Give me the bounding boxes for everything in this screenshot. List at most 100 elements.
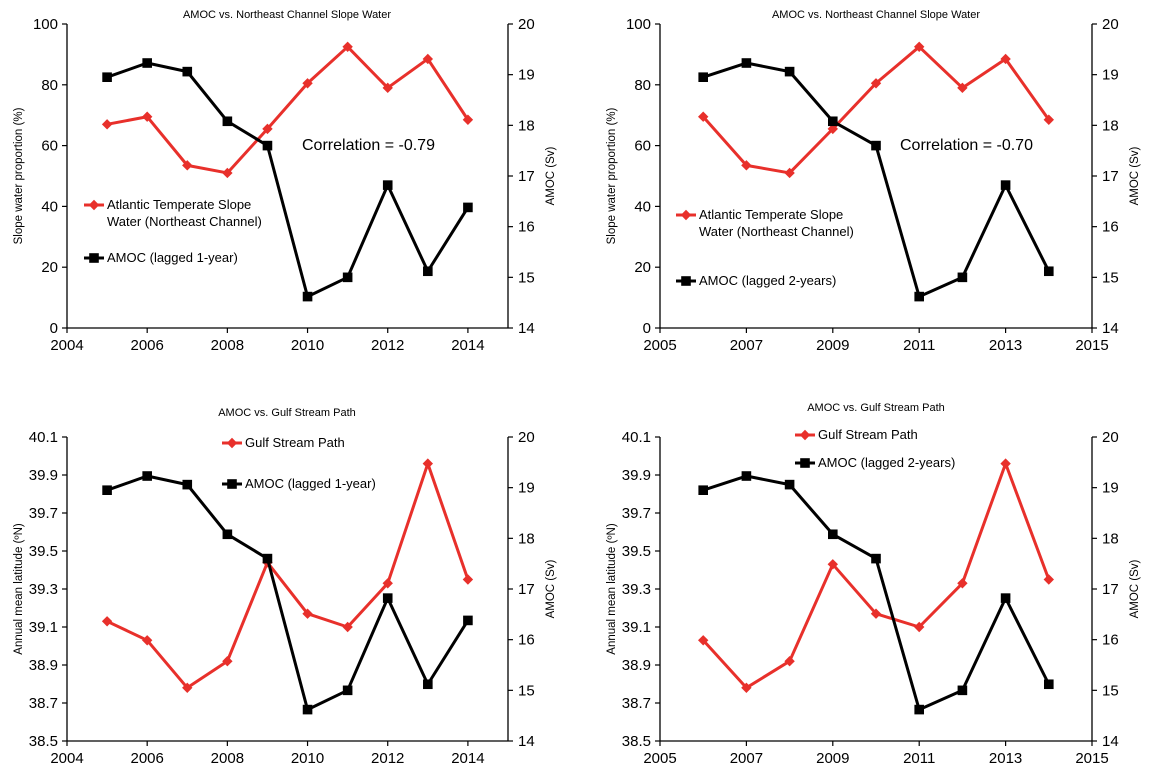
y-axis-label-right: AMOC (Sv) [1129, 559, 1141, 618]
legend-label: Gulf Stream Path [818, 427, 918, 442]
y-tick-label-left: 39.1 [29, 619, 58, 636]
y-tick-label-left: 38.5 [29, 733, 58, 750]
data-point-series-1 [698, 635, 709, 646]
y-axis-label-left: Annual mean latitude (ºN) [606, 523, 618, 655]
chart-title: AMOC vs. Northeast Channel Slope Water [183, 9, 391, 21]
data-point-series-2 [222, 529, 233, 540]
y-tick-label-left: 60 [41, 138, 58, 155]
y-tick-label-left: 100 [626, 16, 651, 33]
y-tick-label-right: 19 [1102, 67, 1119, 84]
data-point-series-2 [828, 116, 838, 127]
data-point-series-2 [102, 72, 112, 82]
data-point-series-1 [914, 621, 925, 633]
y-axis-label-left: Annual mean latitude (ºN) [13, 523, 25, 655]
data-point-series-2 [463, 615, 473, 626]
y-tick-label-right: 15 [518, 682, 535, 699]
y-axis-label-right: AMOC (Sv) [545, 146, 557, 205]
data-point-series-2 [262, 553, 273, 564]
data-point-series-2 [222, 116, 233, 127]
y-tick-label-right: 17 [518, 168, 535, 185]
legend-marker [88, 199, 100, 211]
data-point-series-2 [698, 485, 708, 495]
x-tick-label: 2014 [451, 750, 484, 767]
y-tick-label-left: 39.7 [622, 505, 651, 522]
y-tick-label-left: 0 [643, 320, 651, 337]
x-tick-label: 2008 [211, 337, 244, 354]
x-tick-label: 2007 [730, 337, 763, 354]
x-tick-label: 2005 [643, 750, 676, 767]
x-tick-label: 2010 [291, 337, 324, 354]
data-point-series-2 [957, 272, 968, 283]
data-point-series-2 [302, 291, 313, 302]
y-tick-label-right: 20 [518, 429, 535, 446]
y-tick-label-left: 38.5 [622, 733, 651, 750]
data-point-series-2 [302, 704, 313, 715]
data-point-series-2 [142, 471, 152, 481]
data-point-series-2 [698, 72, 708, 82]
chart-panel-2: AMOC vs. Northeast Channel Slope Water 20… [606, 9, 1141, 354]
y-tick-label-right: 15 [1102, 682, 1119, 699]
data-point-series-1 [827, 123, 838, 135]
y-tick-label-left: 20 [634, 259, 651, 276]
y-tick-label-left: 39.5 [622, 543, 651, 560]
chart-panel-1: AMOC vs. Northeast Channel Slope Water 20… [13, 9, 557, 354]
y-tick-label-right: 20 [1102, 16, 1119, 33]
data-point-series-1 [302, 78, 313, 89]
x-tick-label: 2013 [989, 750, 1022, 767]
y-tick-label-left: 0 [50, 320, 58, 337]
data-point-series-2 [182, 479, 193, 490]
y-tick-label-right: 18 [1102, 530, 1119, 547]
correlation-annotation: Correlation = -0.79 [302, 137, 435, 154]
x-tick-label: 2012 [371, 337, 404, 354]
data-point-series-1 [101, 119, 113, 130]
legend-marker [226, 437, 238, 449]
y-tick-label-right: 14 [518, 320, 535, 337]
legend-label: Water (Northeast Channel) [107, 214, 262, 229]
y-tick-label-left: 40 [634, 198, 651, 215]
data-point-series-2 [1044, 266, 1054, 277]
series-line-2 [702, 61, 1051, 299]
data-point-series-1 [870, 78, 882, 89]
legend-marker [681, 276, 691, 286]
legend-label: Gulf Stream Path [245, 435, 345, 450]
data-point-series-1 [1043, 114, 1054, 125]
data-point-series-1 [141, 111, 153, 122]
series-line-2 [702, 474, 1051, 712]
x-tick-label: 2005 [643, 337, 676, 354]
y-tick-label-left: 39.3 [622, 581, 651, 598]
data-point-series-1 [222, 656, 233, 667]
x-tick-label: 2009 [816, 750, 849, 767]
data-point-series-1 [784, 167, 795, 179]
y-tick-label-left: 39.9 [29, 467, 58, 484]
y-axis-label-right: AMOC (Sv) [1129, 146, 1141, 205]
data-point-series-2 [1000, 593, 1011, 603]
y-tick-label-right: 16 [518, 219, 535, 236]
x-tick-label: 2013 [989, 337, 1022, 354]
data-point-series-1 [182, 682, 193, 693]
data-point-series-1 [182, 160, 193, 171]
data-point-series-1 [382, 82, 393, 94]
x-tick-label: 2011 [903, 337, 935, 354]
data-point-series-2 [871, 140, 881, 151]
chart-title: AMOC vs. Gulf Stream Path [807, 402, 945, 414]
data-point-series-1 [101, 616, 113, 627]
data-point-series-2 [102, 485, 112, 495]
data-point-series-2 [423, 679, 433, 690]
data-point-series-2 [741, 58, 752, 68]
y-tick-label-left: 39.1 [622, 619, 651, 636]
data-point-series-1 [141, 635, 153, 646]
data-point-series-2 [342, 685, 353, 696]
series-line-1 [106, 45, 470, 175]
x-tick-label: 2004 [50, 750, 83, 767]
data-point-series-2 [914, 291, 924, 302]
y-tick-label-left: 20 [41, 259, 58, 276]
legend-marker [227, 479, 237, 489]
data-point-series-1 [870, 608, 882, 619]
chart-title: AMOC vs. Northeast Channel Slope Water [772, 9, 980, 21]
y-tick-label-left: 100 [33, 16, 58, 33]
data-point-series-2 [262, 140, 273, 151]
y-tick-label-right: 15 [518, 269, 535, 286]
y-tick-label-left: 38.7 [622, 695, 651, 712]
